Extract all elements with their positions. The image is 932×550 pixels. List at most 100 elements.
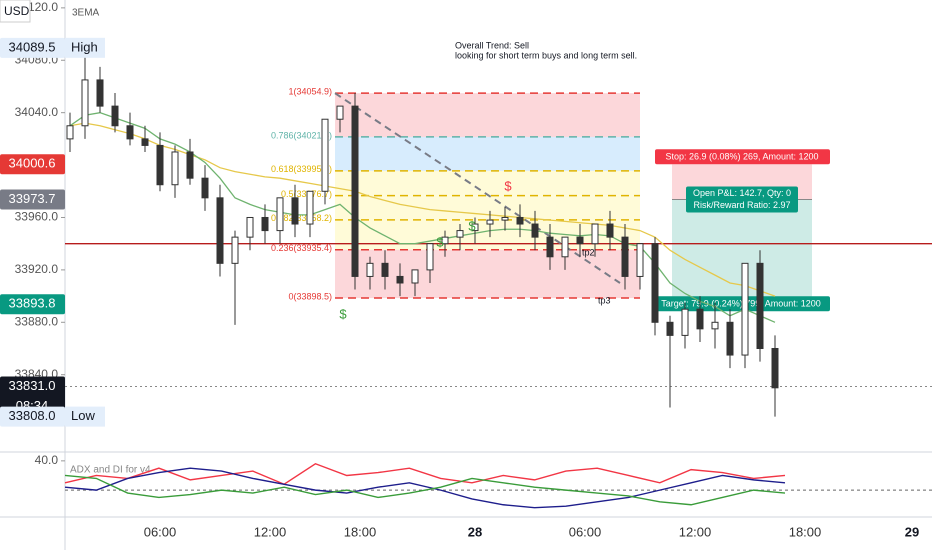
candle-body — [351, 105, 359, 277]
candle-body — [606, 223, 614, 238]
fib-label: 0.382(33958.2) — [271, 213, 332, 223]
candle-body — [261, 216, 269, 232]
candle-body — [531, 223, 539, 238]
candle-body — [516, 216, 524, 225]
price-tag-label: 34000.6 — [9, 156, 56, 171]
fib-label: 0.5(33976.7) — [281, 189, 332, 199]
candle-body — [201, 177, 209, 199]
candle-body — [726, 321, 734, 356]
candle-body — [156, 144, 164, 186]
x-tick-label: 06:00 — [144, 524, 177, 539]
trend-line — [334, 92, 621, 284]
candle-body — [651, 243, 659, 323]
candle-body — [96, 79, 104, 107]
candle-body — [666, 321, 674, 336]
signal-marker: $ — [436, 234, 444, 249]
x-tick-label: 29 — [905, 524, 919, 539]
adx-line — [64, 467, 786, 509]
candle-body — [231, 236, 239, 264]
fib-zone — [335, 170, 640, 196]
y-tick-label: 33920.0 — [15, 262, 59, 276]
annotation: looking for short term buys and long ter… — [455, 50, 637, 60]
candle-body — [171, 151, 179, 186]
candle-body — [486, 219, 494, 225]
price-tag — [0, 154, 65, 175]
candle-body — [771, 347, 779, 389]
currency: USD — [4, 4, 30, 18]
candle-body — [186, 151, 194, 179]
annotation: Overall Trend: Sell — [455, 40, 529, 50]
candle-body — [411, 269, 419, 284]
price-tag-name: High — [71, 39, 98, 54]
price-tag-name-box — [65, 37, 105, 58]
candle-body — [336, 105, 344, 120]
fib-label: 0.786(34021.5) — [271, 130, 332, 140]
x-tick-label: 18:00 — [344, 524, 377, 539]
fib-label: 1(34054.9) — [288, 87, 332, 97]
candle-body — [741, 262, 749, 356]
candle-body — [66, 125, 74, 140]
candle-body — [306, 190, 314, 225]
candle-body — [561, 236, 569, 258]
price-tag-label: 33831.0 — [9, 378, 56, 393]
price-tag-label: 34089.5 — [9, 39, 56, 54]
candle-body — [456, 230, 464, 238]
stop-tag — [655, 149, 830, 165]
fib-zone — [335, 93, 640, 137]
price-tag-label: 33808.0 — [9, 408, 56, 423]
candle-body — [546, 236, 554, 258]
candle-body — [381, 262, 389, 277]
candle-body — [141, 138, 149, 146]
candle-body — [246, 216, 254, 238]
signal-marker: $ — [504, 178, 512, 193]
adx-line — [64, 474, 786, 506]
price-tag — [0, 37, 65, 58]
candle-body — [276, 197, 284, 232]
x-tick-label: 28 — [468, 524, 482, 539]
candle-body — [636, 243, 644, 277]
annotation: tp3 — [598, 295, 611, 305]
candle-body — [591, 223, 599, 245]
candle-body — [696, 308, 704, 330]
candle-body — [621, 236, 629, 277]
x-tick-label: 12:00 — [679, 524, 712, 539]
candle-body — [111, 105, 119, 127]
indicator-legend: 3EMA — [72, 8, 100, 19]
target-label: Target: 79.9 (0.24%) 799, Amount: 1200 — [661, 299, 821, 309]
candle-body — [441, 236, 449, 245]
fib-label: 0.618(33995.6) — [271, 164, 332, 174]
signal-marker: $ — [468, 218, 476, 233]
price-tag — [0, 406, 65, 427]
price-tag — [0, 376, 65, 417]
candle-body — [756, 262, 764, 349]
fib-label: 0(33898.5) — [288, 291, 332, 301]
y-tick-label: 40.0 — [35, 453, 59, 467]
candle-body — [126, 125, 134, 140]
pnl-label: Open P&L: 142.7, Qty: 0 — [693, 188, 791, 198]
candle-body — [396, 275, 404, 284]
x-tick-label: 06:00 — [569, 524, 602, 539]
annotation: tp2 — [582, 247, 595, 257]
stop-label: Stop: 26.9 (0.08%) 269, Amount: 1200 — [665, 152, 818, 162]
fib-zone — [335, 136, 640, 171]
currency-box — [0, 0, 31, 23]
pnl-tag — [686, 186, 798, 213]
candle-body — [366, 262, 374, 277]
candle-body — [291, 197, 299, 225]
y-tick-label: 33880.0 — [15, 314, 59, 328]
candle-body — [576, 236, 584, 245]
fib-label: 0.236(33935.4) — [271, 243, 332, 253]
candle-body — [216, 197, 224, 264]
price-tag — [0, 189, 65, 210]
adx-title: ADX and DI for v4 — [70, 465, 151, 476]
price-tag-label: 33973.7 — [9, 191, 56, 206]
candle-body — [426, 243, 434, 271]
candle-body — [711, 321, 719, 330]
candle-body — [681, 308, 689, 336]
y-tick-label: 33960.0 — [15, 210, 59, 224]
signal-marker: $ — [339, 306, 347, 321]
candle-body — [81, 79, 89, 127]
price-tag-label: 33893.8 — [9, 296, 56, 311]
